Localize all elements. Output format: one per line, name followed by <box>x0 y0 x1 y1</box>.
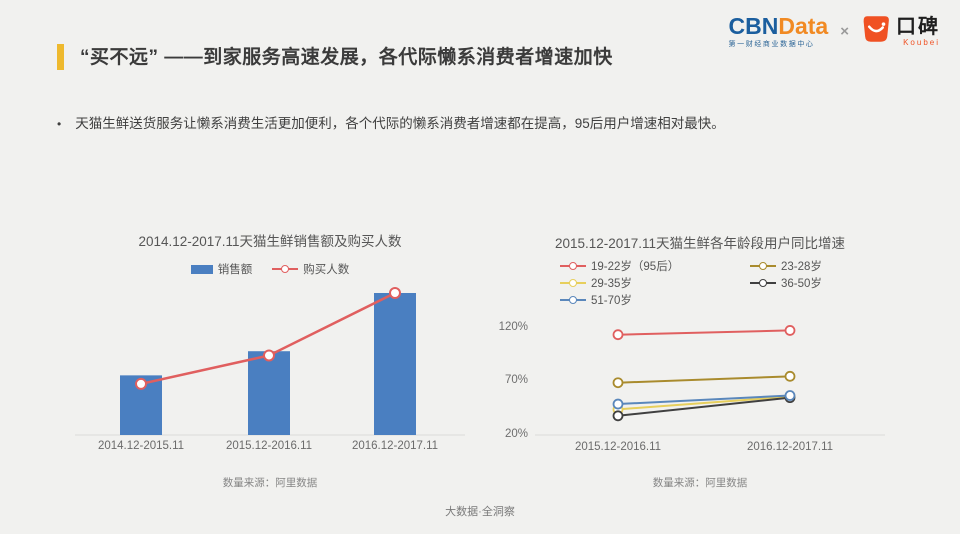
legend-item: 购买人数 <box>272 261 349 277</box>
koubei-logo-cn: 口碑 <box>896 15 940 38</box>
title-accent-bar <box>57 44 64 70</box>
growth-chart-legend: 19-22岁（95后） 23-28岁 29-35岁 36-50岁 51-70岁 <box>560 258 910 308</box>
bullet-line: • 天猫生鲜送货服务让懒系消费生活更加便利，各个代际的懒系消费者增速都在提高，95… <box>57 112 907 132</box>
logo-area: CBNData 第一财经商业数据中心 × 口碑 Koubei <box>729 14 940 49</box>
legend-label: 51-70岁 <box>591 295 632 307</box>
cbndata-logo: CBNData 第一财经商业数据中心 <box>728 12 829 49</box>
growth-data-point <box>612 377 624 389</box>
sales-chart-source: 数量来源：阿里数据 <box>222 477 318 489</box>
legend-item: 36-50岁 <box>750 275 900 291</box>
buyers-data-point <box>263 349 275 362</box>
growth-line <box>617 396 791 417</box>
growth-data-point <box>784 325 796 336</box>
koubei-logo: 口碑 Koubei <box>861 14 940 49</box>
bullet-text: 天猫生鲜送货服务让懒系消费生活更加便利，各个代际的懒系消费者增速都在提高，95后… <box>75 116 725 131</box>
legend-line-swatch <box>750 262 776 271</box>
legend-item: 23-28岁 <box>750 258 900 274</box>
koubei-logo-en: Koubei <box>903 37 940 47</box>
legend-label: 29-35岁 <box>591 278 632 290</box>
growth-line <box>617 394 791 406</box>
legend-item: 19-22岁（95后） <box>560 258 750 274</box>
growth-line <box>617 375 791 384</box>
legend-line-swatch <box>560 279 586 288</box>
legend-label: 19-22岁（95后） <box>591 261 680 273</box>
sales-bar <box>374 293 416 435</box>
legend-line-swatch <box>272 265 299 274</box>
growth-line <box>617 395 791 411</box>
growth-data-point <box>784 370 796 382</box>
growth-data-point <box>784 390 796 401</box>
x-tick-label: 2016.12-2017.11 <box>747 441 833 453</box>
cbndata-logo-data: Data <box>778 12 829 39</box>
bullet-marker: • <box>57 117 62 131</box>
legend-item: 29-35岁 <box>560 275 750 291</box>
cbndata-subtitle: 第一财经商业数据中心 <box>728 40 815 48</box>
growth-chart-source: 数量来源：阿里数据 <box>652 477 748 489</box>
y-tick-120: 120% <box>498 321 528 333</box>
legend-line-swatch <box>750 279 776 288</box>
growth-chart: 2015.12-2017.11天猫生鲜各年龄段用户同比增速 19-22岁（95后… <box>490 222 910 489</box>
x-tick-label: 2015.12-2016.11 <box>226 440 312 452</box>
growth-data-point <box>612 329 624 341</box>
legend-label: 购买人数 <box>303 264 350 276</box>
footer-slogan: 大数据·全洞察 <box>445 506 515 518</box>
page-title: “买不远” ——到家服务高速发展，各代际懒系消费者增速加快 <box>80 47 613 68</box>
x-tick-label: 2014.12-2015.11 <box>98 440 184 452</box>
sales-chart-title: 2014.12-2017.11天猫生鲜销售额及购买人数 <box>138 234 402 249</box>
sales-chart-legend: 销售额 购买人数 <box>60 262 480 276</box>
sales-bar <box>248 351 290 435</box>
legend-label: 23-28岁 <box>781 261 822 273</box>
sales-chart-plot: 2014.12-2015.11 2015.12-2016.11 2016.12-20… <box>70 282 470 462</box>
x-tick-label: 2016.12-2017.11 <box>352 440 438 452</box>
cbndata-logo-cbn: CBN <box>728 12 779 39</box>
growth-data-point <box>612 398 624 410</box>
y-tick-70: 70% <box>504 374 528 386</box>
legend-line-swatch <box>560 296 586 305</box>
legend-label: 销售额 <box>217 264 253 276</box>
koubei-smiley-icon <box>861 14 891 49</box>
sales-chart-svg: 2014.12-2015.11 2015.12-2016.11 2016.12-20… <box>75 287 465 452</box>
legend-item: 51-70岁 <box>560 292 750 308</box>
y-tick-20: 20% <box>504 428 528 440</box>
x-tick-label: 2015.12-2016.11 <box>575 441 661 453</box>
growth-data-point <box>612 410 624 422</box>
legend-label: 36-50岁 <box>781 278 822 290</box>
sales-chart: 2014.12-2017.11天猫生鲜销售额及购买人数 销售额 购买人数 2014… <box>60 222 480 489</box>
growth-chart-svg: 2015.12-2016.11 2016.12-2017.11 <box>535 325 885 453</box>
legend-item: 销售额 <box>190 261 253 277</box>
buyers-data-point <box>389 287 401 299</box>
buyers-data-point <box>135 377 147 390</box>
growth-chart-title: 2015.12-2017.11天猫生鲜各年龄段用户同比增速 <box>554 236 846 251</box>
legend-line-swatch <box>560 262 586 271</box>
growth-chart-plot: 2015.12-2016.11 2016.12-2017.11 <box>535 310 895 460</box>
legend-bar-swatch <box>190 264 213 274</box>
growth-line <box>617 329 791 336</box>
logo-separator-x: × <box>840 23 849 40</box>
